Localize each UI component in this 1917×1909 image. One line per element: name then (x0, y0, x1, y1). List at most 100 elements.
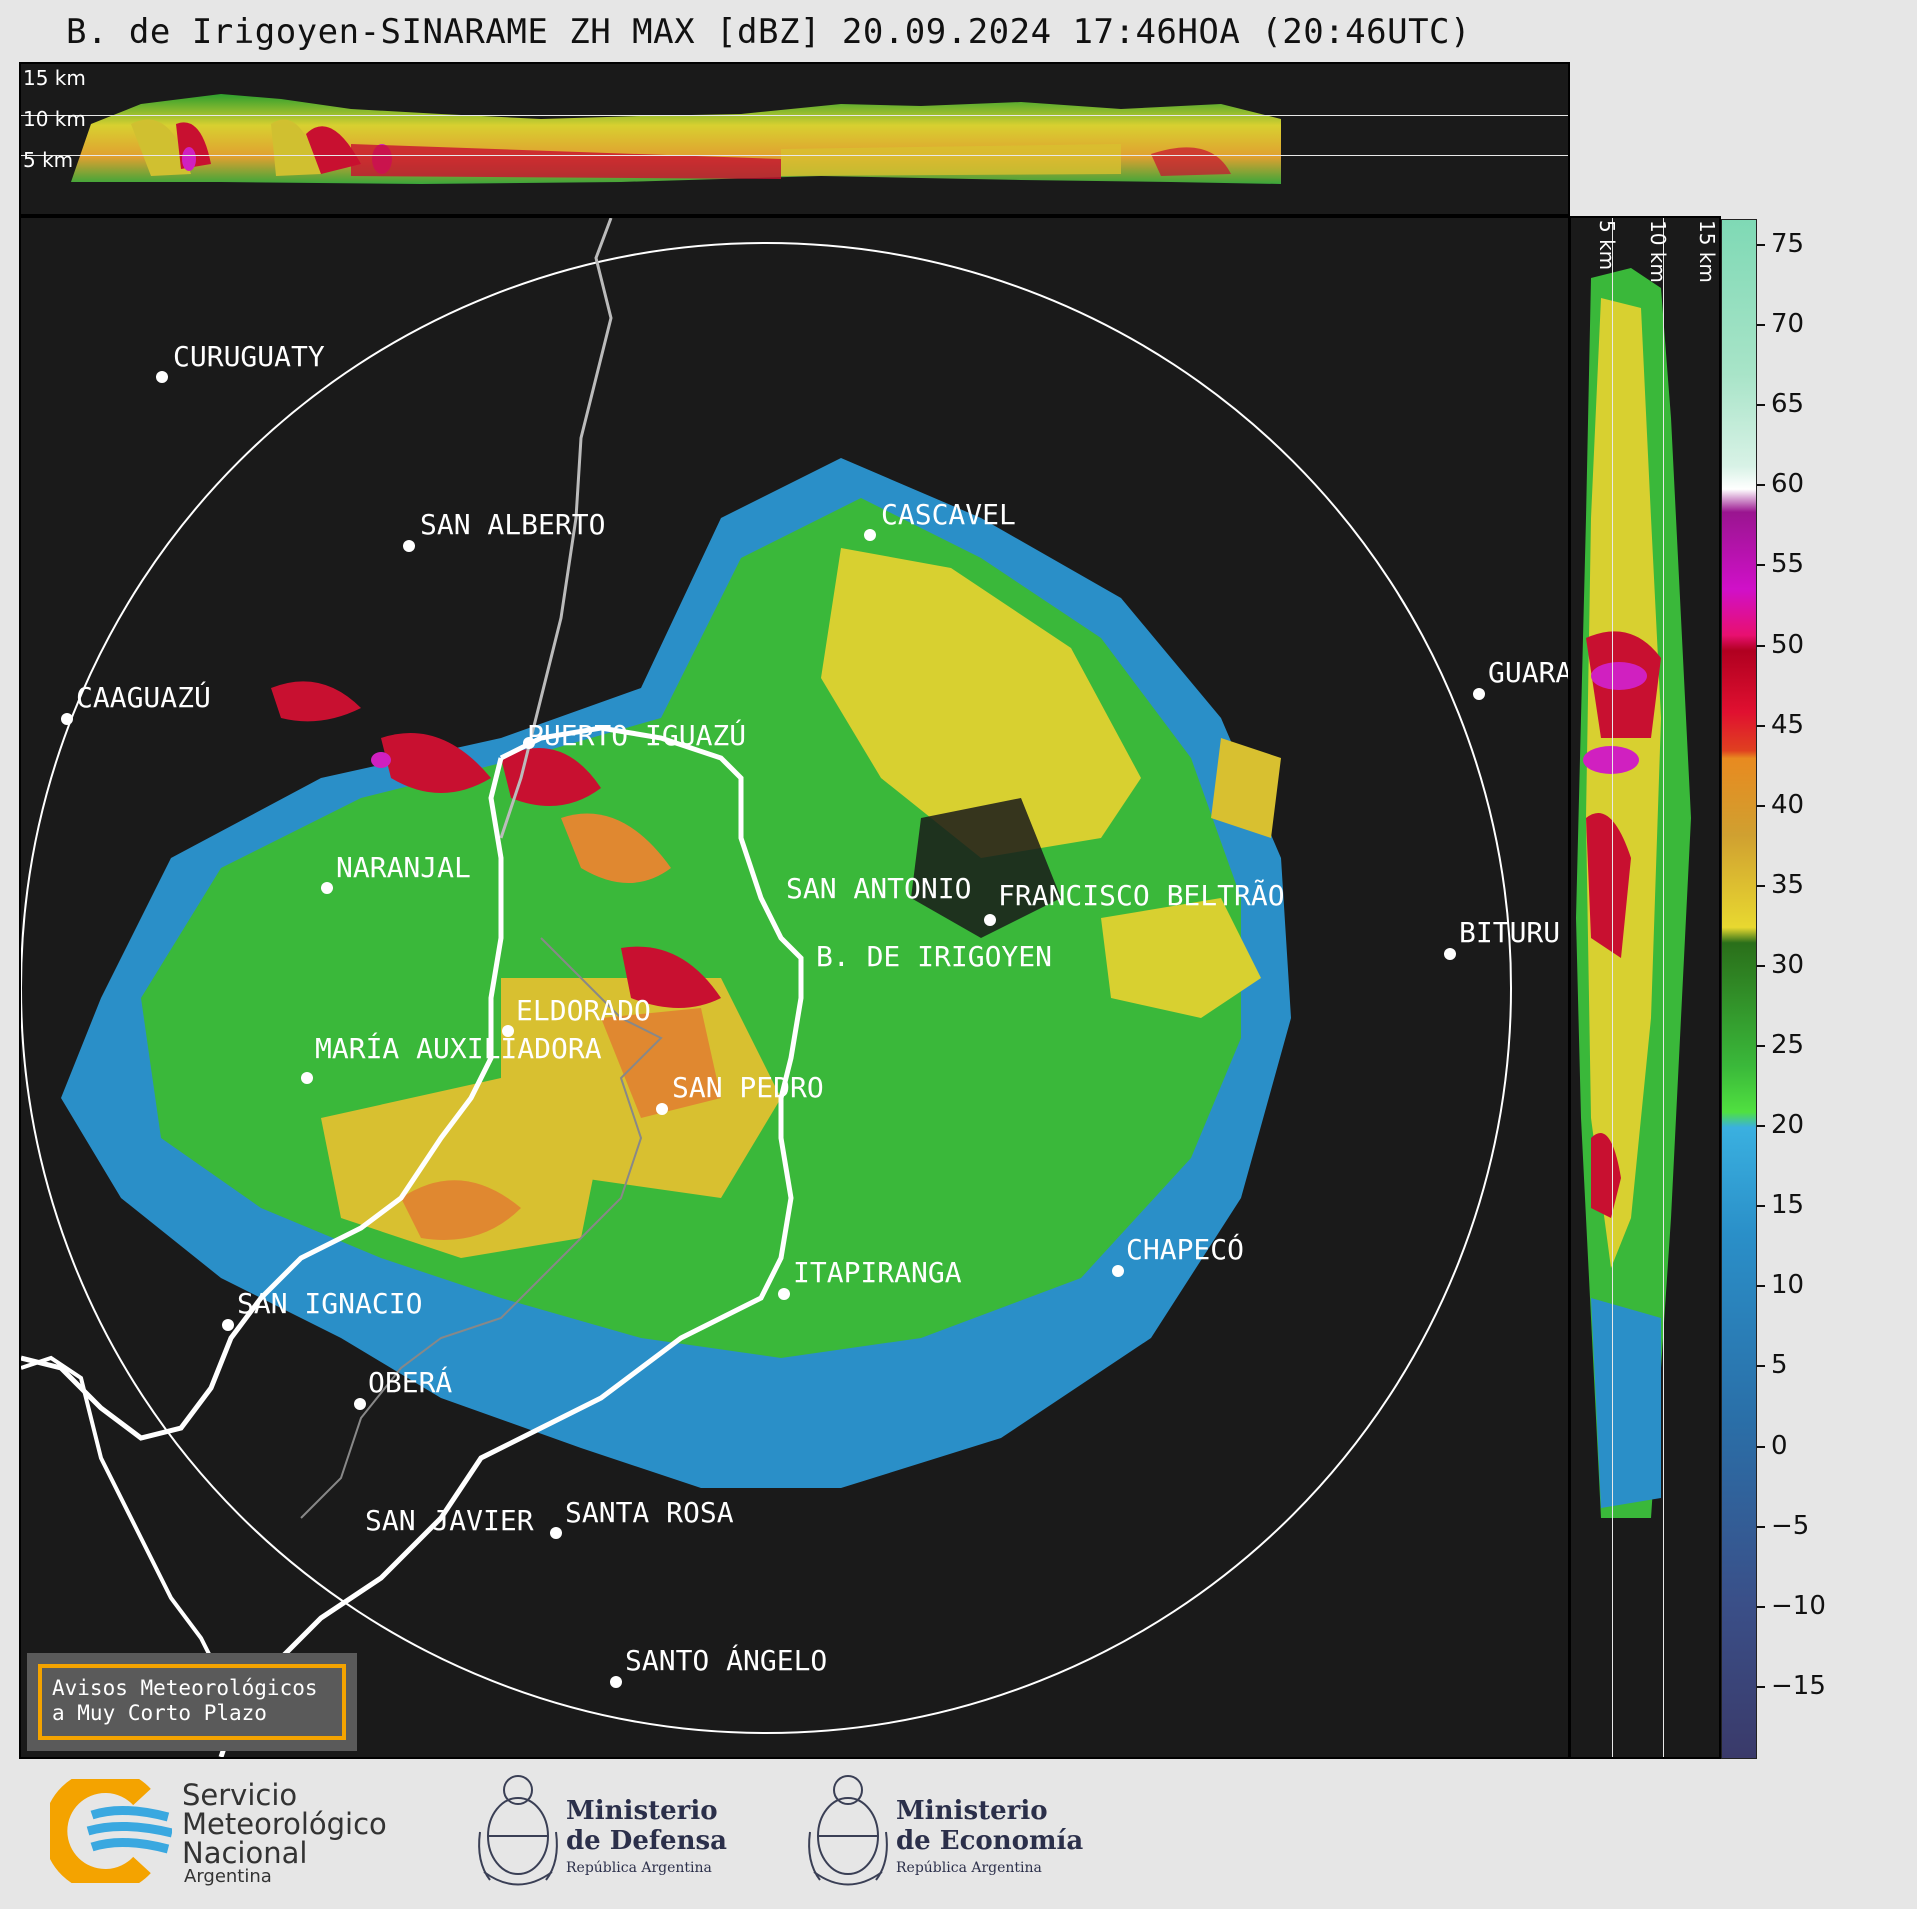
smn-text-line-1: Servicio (182, 1778, 298, 1812)
city-dot (354, 1398, 366, 1410)
city-dot (1444, 948, 1456, 960)
colorbar-tick-label: 60 (1771, 469, 1805, 500)
city-dot (222, 1319, 234, 1331)
avisos-line-2: a Muy Corto Plazo (52, 1701, 267, 1725)
side-cross-section-panel: 5 km 10 km 15 km (1569, 216, 1721, 1759)
city-label: MARÍA AUXILIADORA (315, 1031, 602, 1065)
city-label: SANTO ÁNGELO (625, 1643, 827, 1677)
city-label: SANTA ROSA (565, 1496, 734, 1529)
colorbar-tick-mark (1757, 1285, 1765, 1288)
colorbar-tick-label: 55 (1771, 549, 1805, 580)
avisos-line-1: Avisos Meteorológicos (52, 1676, 318, 1700)
colorbar-tick-mark (1757, 1605, 1765, 1608)
top-km-label: 10 km (23, 107, 86, 131)
colorbar-tick-mark (1757, 1045, 1765, 1047)
colorbar-tick-label: −5 (1771, 1510, 1810, 1541)
colorbar-tick-label: 45 (1771, 709, 1805, 740)
colorbar-tick-mark (1757, 644, 1765, 647)
defensa-text-line-1: Ministerio (566, 1796, 718, 1826)
colorbar-tick-label: −15 (1771, 1670, 1826, 1701)
side-5km-line (1612, 218, 1613, 1757)
defensa-text-line-2: de Defensa (566, 1826, 727, 1856)
colorbar-tick-mark (1757, 1445, 1765, 1448)
colorbar-tick-label: 20 (1771, 1110, 1805, 1141)
side-km-label: 10 km (1646, 220, 1670, 283)
page-title: B. de Irigoyen-SINARAME ZH MAX [dBZ] 20.… (66, 12, 1471, 52)
colorbar-tick-label: 50 (1771, 629, 1805, 660)
city-markers: CURUGUATY SAN ALBERTO CASCAVEL CAAGUAZÚ … (61, 340, 1568, 1688)
city-dot (778, 1288, 790, 1300)
coat-of-arms-icon (808, 1775, 888, 1886)
city-label: SAN IGNACIO (237, 1287, 422, 1320)
colorbar-tick-label: 0 (1771, 1430, 1788, 1461)
colorbar-tick-mark (1757, 244, 1765, 246)
colorbar-tick-label: 30 (1771, 949, 1805, 980)
top-cross-section-echo (71, 94, 1281, 184)
smn-logo-icon (50, 1779, 172, 1883)
colorbar-tick-mark (1757, 1685, 1765, 1688)
city-label: SAN ALBERTO (420, 508, 605, 541)
city-dot (1473, 688, 1485, 700)
colorbar-tick-label: 35 (1771, 869, 1805, 900)
colorbar-tick-label: 40 (1771, 789, 1805, 820)
colorbar-tick-mark (1757, 1525, 1765, 1528)
colorbar-tick-label: 75 (1771, 229, 1805, 259)
top-5km-line (21, 155, 1568, 156)
avisos-box[interactable]: Avisos Meteorológicos a Muy Corto Plazo (27, 1653, 357, 1751)
department-border (300, 937, 663, 1519)
radar-range-ring (21, 242, 1512, 1734)
city-dot (1112, 1265, 1124, 1277)
city-dot (656, 1103, 668, 1115)
city-dot (321, 882, 333, 894)
city-dot (502, 1025, 514, 1037)
radar-map: CURUGUATY SAN ALBERTO CASCAVEL CAAGUAZÚ … (21, 218, 1568, 1757)
colorbar-tick-mark (1757, 1125, 1765, 1128)
city-label: SAN PEDRO (672, 1071, 824, 1104)
city-label: CASCAVEL (881, 498, 1016, 531)
reflectivity-echoes (61, 458, 1291, 1488)
colorbar-tick-label: 70 (1771, 309, 1805, 340)
smn-text-line-2: Meteorológico (182, 1807, 387, 1841)
city-label: SAN ANTONIO (786, 872, 971, 905)
city-label: CAAGUAZÚ (76, 680, 211, 714)
province-border (21, 1355, 223, 1679)
city-label: SAN JAVIER (365, 1504, 534, 1537)
city-dot (301, 1072, 313, 1084)
city-dot (403, 540, 415, 552)
colorbar-tick-mark (1757, 884, 1765, 887)
colorbar-tick-label: 5 (1771, 1350, 1788, 1381)
side-cross-section-echo (1576, 268, 1691, 1518)
colorbar-tick-mark (1757, 724, 1765, 727)
economia-text-line-1: Ministerio (896, 1796, 1048, 1826)
top-10km-line (21, 115, 1568, 116)
city-label: OBERÁ (368, 1365, 452, 1399)
colorbar-tick-mark (1757, 484, 1765, 487)
city-dot (610, 1676, 622, 1688)
colorbar-tick-mark (1757, 324, 1765, 327)
city-label: FRANCISCO BELTRÃO (998, 879, 1285, 912)
city-label: NARANJAL (336, 851, 471, 884)
colorbar-tick-label: 25 (1771, 1030, 1805, 1060)
top-km-label: 15 km (23, 66, 86, 90)
colorbar-tick-mark (1757, 404, 1765, 407)
colorbar-tick-label: 65 (1771, 389, 1805, 420)
city-label: ELDORADO (516, 994, 651, 1027)
economia-text-line-2: de Economía (896, 1826, 1084, 1856)
city-label: CHAPECÓ (1126, 1232, 1244, 1266)
colorbar-tick-mark (1757, 1365, 1765, 1368)
smn-text-line-3: Nacional (182, 1836, 308, 1870)
defensa-text-line-3: República Argentina (566, 1860, 712, 1876)
top-km-label: 5 km (23, 148, 74, 172)
city-label: PUERTO IGUAZÚ (527, 718, 746, 752)
colorbar-tick-mark (1757, 804, 1765, 807)
colorbar-tick-mark (1757, 1205, 1765, 1208)
colorbar-tick-label: 10 (1771, 1270, 1805, 1301)
colorbar-tick-label: 15 (1771, 1190, 1805, 1221)
argentina-brazil-border (218, 725, 804, 1757)
city-label: ITAPIRANGA (793, 1256, 962, 1289)
city-label: CURUGUATY (173, 340, 325, 373)
argentina-paraguay-border (21, 757, 504, 1441)
colorbar-tick-mark (1757, 964, 1765, 967)
city-dot (864, 529, 876, 541)
top-cross-section-panel: 15 km 10 km 5 km (19, 62, 1570, 216)
